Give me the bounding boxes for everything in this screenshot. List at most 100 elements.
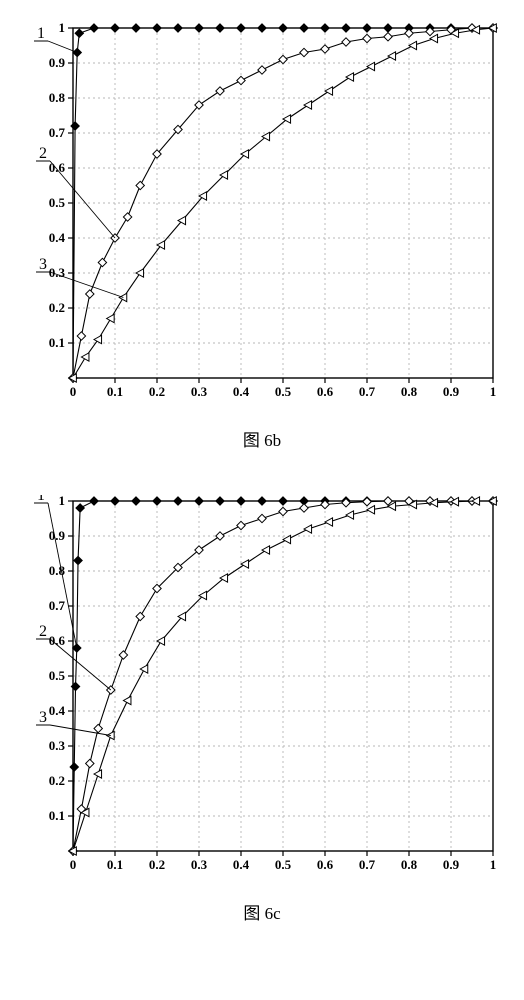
marker-diamond [94, 724, 102, 732]
x-tick-label: 0.4 [233, 857, 250, 872]
series-label: 2 [39, 145, 47, 162]
chart-svg: 00.10.20.30.40.50.60.70.80.910.10.20.30.… [21, 495, 503, 881]
marker-diamond [384, 24, 392, 32]
x-tick-label: 1 [490, 384, 497, 399]
marker-diamond [76, 504, 84, 512]
marker-diamond [86, 290, 94, 298]
marker-diamond [363, 24, 371, 32]
marker-diamond [98, 258, 106, 266]
marker-diamond [111, 24, 119, 32]
x-tick-label: 0.1 [107, 384, 123, 399]
marker-diamond [216, 497, 224, 505]
y-tick-label: 0.5 [49, 668, 66, 683]
marker-triangle-left [123, 696, 131, 704]
marker-triangle-left [241, 560, 249, 568]
series-label: 3 [39, 709, 47, 726]
marker-diamond [136, 612, 144, 620]
marker-diamond [132, 497, 140, 505]
x-tick-label: 0.3 [191, 384, 208, 399]
marker-diamond [342, 24, 350, 32]
y-tick-label: 0.5 [49, 195, 66, 210]
x-tick-label: 0.8 [401, 384, 418, 399]
y-tick-label: 0.2 [49, 300, 65, 315]
figure-caption: 图 6c [10, 899, 514, 924]
marker-diamond [195, 497, 203, 505]
marker-diamond [237, 497, 245, 505]
series-label: 3 [39, 256, 47, 273]
marker-triangle-left [283, 535, 291, 543]
marker-diamond [342, 38, 350, 46]
marker-diamond [279, 55, 287, 63]
marker-triangle-left [388, 52, 396, 60]
y-tick-label: 0.8 [49, 563, 66, 578]
marker-diamond [71, 122, 79, 130]
marker-diamond [75, 29, 83, 37]
x-tick-label: 0.9 [443, 384, 460, 399]
marker-triangle-left [346, 511, 354, 519]
y-tick-label: 0.9 [49, 55, 66, 70]
marker-triangle-left [325, 87, 333, 95]
marker-triangle-left [325, 518, 333, 526]
marker-diamond [258, 497, 266, 505]
y-tick-label: 1 [59, 495, 66, 508]
marker-diamond [153, 24, 161, 32]
marker-triangle-left [107, 314, 115, 322]
marker-diamond [90, 24, 98, 32]
marker-diamond [300, 24, 308, 32]
figure-caption: 图 6b [10, 426, 514, 451]
x-tick-label: 0.5 [275, 384, 292, 399]
marker-diamond [258, 66, 266, 74]
y-tick-label: 0.4 [49, 230, 66, 245]
marker-diamond [279, 497, 287, 505]
marker-diamond [216, 532, 224, 540]
y-tick-label: 0.3 [49, 738, 66, 753]
x-tick-label: 0.7 [359, 857, 376, 872]
x-tick-label: 0 [70, 384, 77, 399]
marker-triangle-left [157, 637, 165, 645]
leader-line [50, 725, 111, 736]
marker-diamond [384, 497, 392, 505]
marker-diamond [77, 332, 85, 340]
marker-triangle-left [157, 241, 165, 249]
marker-diamond [300, 504, 308, 512]
chart-svg: 00.10.20.30.40.50.60.70.80.910.10.20.30.… [21, 22, 503, 408]
marker-diamond [153, 497, 161, 505]
y-tick-label: 0.1 [49, 808, 65, 823]
chart-container: 00.10.20.30.40.50.60.70.80.910.10.20.30.… [10, 495, 514, 881]
marker-diamond [174, 497, 182, 505]
marker-diamond [258, 514, 266, 522]
marker-diamond [363, 34, 371, 42]
marker-diamond [86, 759, 94, 767]
y-tick-label: 0.7 [49, 125, 66, 140]
marker-triangle-left [367, 62, 375, 70]
x-tick-label: 0.7 [359, 384, 376, 399]
x-tick-label: 0.3 [191, 857, 208, 872]
x-tick-label: 0.6 [317, 857, 334, 872]
x-tick-label: 0.1 [107, 857, 123, 872]
y-tick-label: 0.7 [49, 598, 66, 613]
x-tick-label: 0.6 [317, 384, 334, 399]
marker-triangle-left [409, 41, 417, 49]
y-tick-label: 0.1 [49, 335, 65, 350]
marker-triangle-left [346, 73, 354, 81]
marker-diamond [363, 498, 371, 506]
x-tick-label: 0.2 [149, 857, 165, 872]
marker-triangle-left [367, 506, 375, 514]
marker-triangle-left [262, 546, 270, 554]
x-tick-label: 0.5 [275, 857, 292, 872]
marker-diamond [216, 87, 224, 95]
x-tick-label: 1 [490, 857, 497, 872]
series-label: 1 [37, 25, 45, 42]
marker-diamond [216, 24, 224, 32]
series-label: 2 [39, 623, 47, 640]
marker-diamond [405, 29, 413, 37]
marker-diamond [258, 24, 266, 32]
marker-triangle-left [140, 665, 148, 673]
marker-diamond [111, 497, 119, 505]
marker-diamond [74, 556, 82, 564]
y-tick-label: 0.4 [49, 703, 66, 718]
marker-diamond [279, 24, 287, 32]
marker-triangle-left [81, 353, 89, 361]
y-tick-label: 0.2 [49, 773, 65, 788]
marker-diamond [90, 497, 98, 505]
